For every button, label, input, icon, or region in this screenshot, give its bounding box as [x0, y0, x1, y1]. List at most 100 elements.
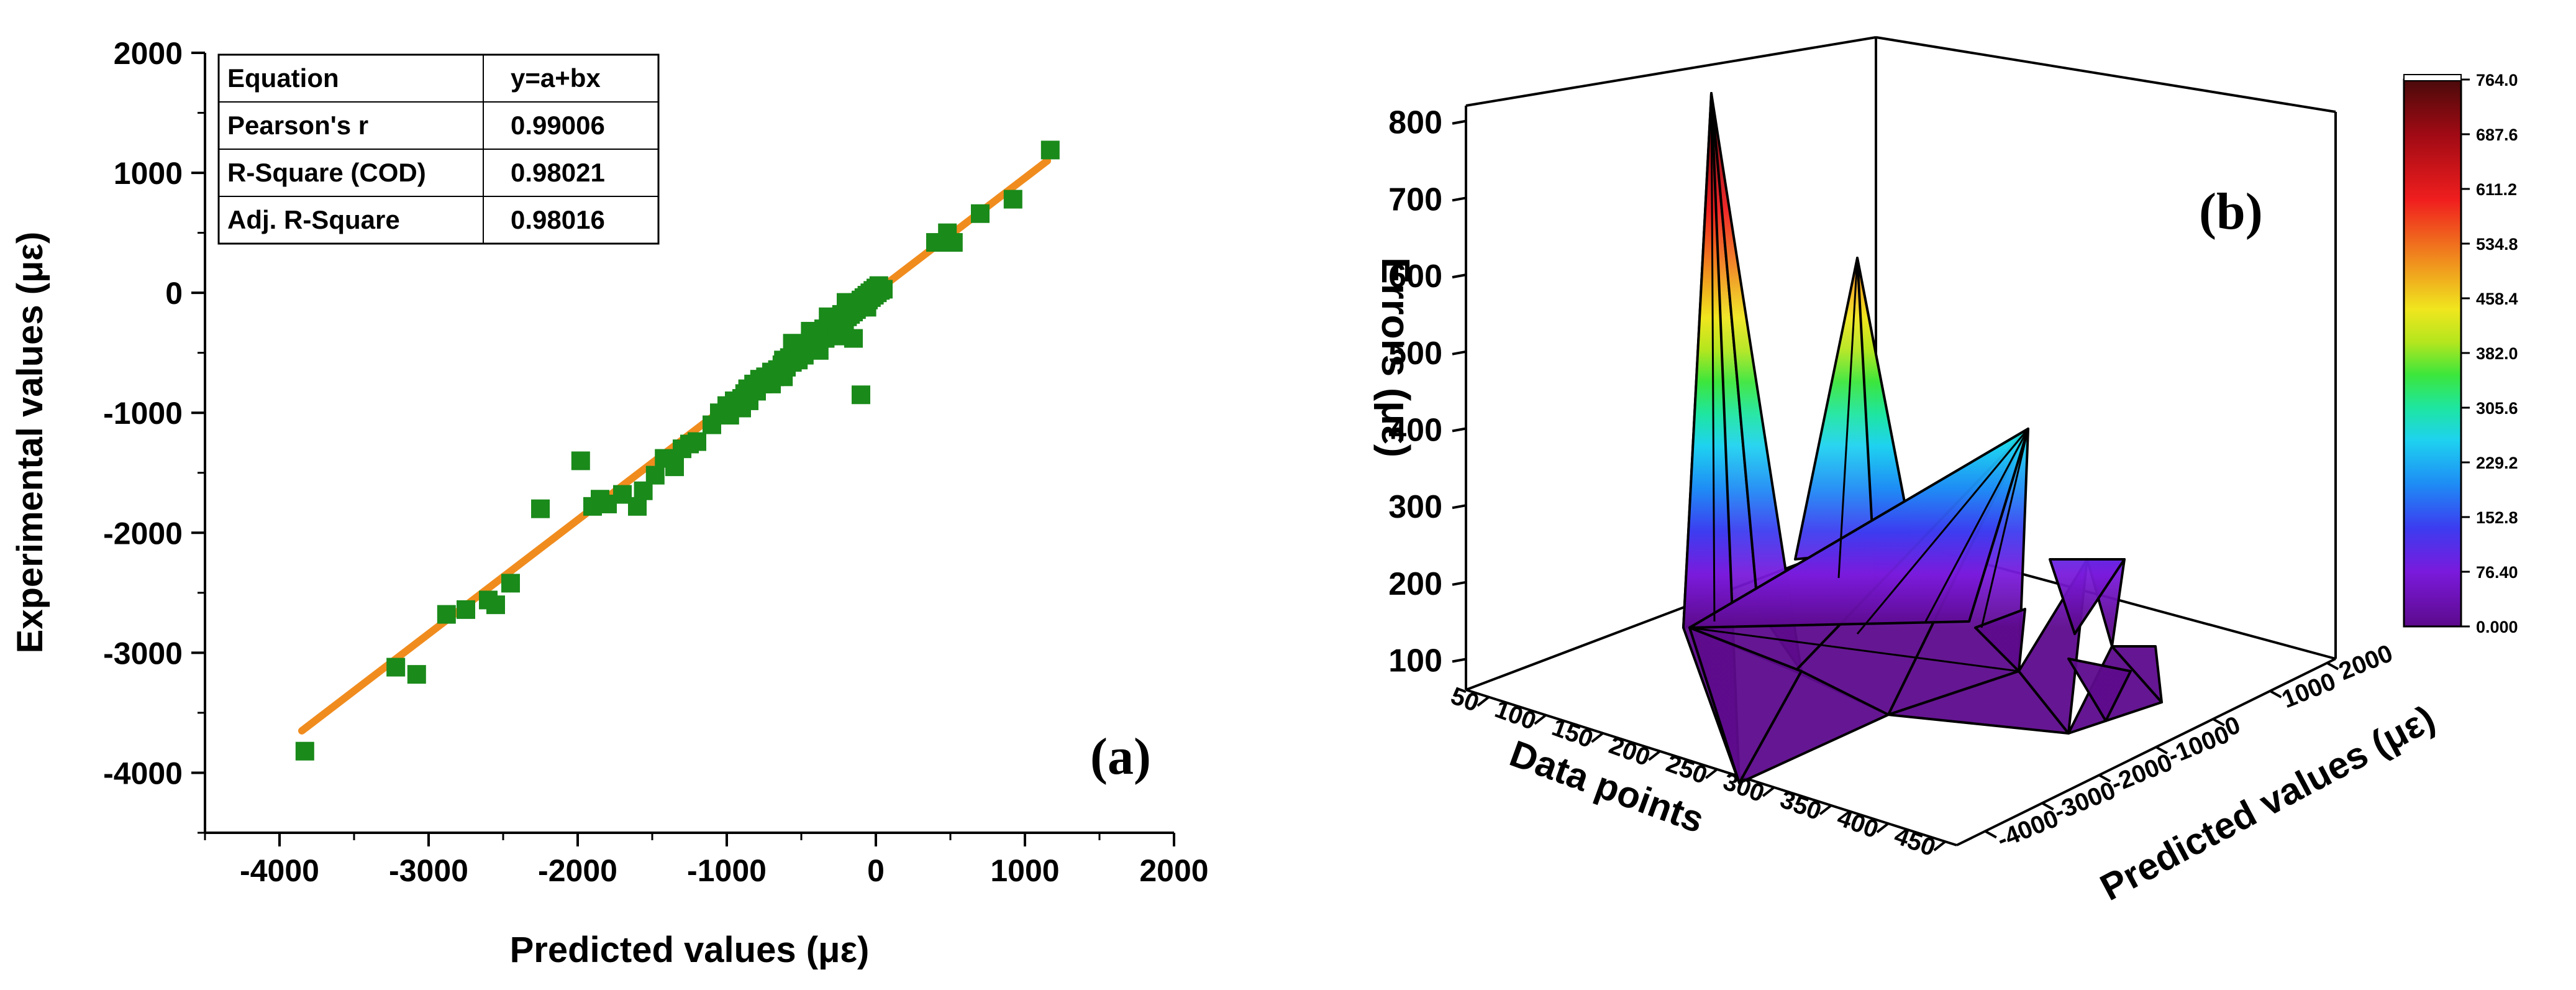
scatter-point — [1003, 190, 1022, 209]
x-tick-b — [1534, 714, 1547, 725]
scatter-point — [801, 321, 820, 341]
scatter-point — [386, 658, 406, 677]
scatter-point — [457, 600, 475, 619]
x-axis-title-b: Data points — [1504, 732, 1709, 841]
surface-facet — [1738, 670, 1890, 784]
scatter-chart-a: -4000 -3000 -2000 -1000 0 1000 2000 -4000 -3000 -… — [10, 36, 1209, 970]
wall-edge-top — [1465, 36, 1877, 107]
z-tick-b — [1452, 273, 1467, 279]
panel-label-a: (a) — [1090, 728, 1151, 786]
x-axis-title-a: Predicted values (με) — [510, 930, 870, 970]
stats-value-pearson: 0.99006 — [511, 111, 605, 140]
y-axis-title-b: Predicted values (με) — [2093, 697, 2441, 909]
scatter-point — [1040, 140, 1060, 160]
stats-value-rsquare: 0.98021 — [511, 158, 605, 187]
floor-edge-front-x — [1465, 689, 1957, 846]
stats-value-equation: y=a+bx — [511, 63, 601, 93]
colorbar-tick-label: 305.6 — [2476, 399, 2518, 418]
y-tick-label-a: -2000 — [103, 516, 183, 551]
z-tick-label-b: 700 — [1388, 181, 1442, 218]
wall-edge-right-top — [1875, 36, 2336, 113]
x-tick-b — [1933, 840, 1946, 851]
scatter-point — [857, 298, 876, 317]
scatter-point — [628, 497, 647, 516]
surface-facet — [1688, 428, 2029, 629]
z-tick-label-b: 100 — [1388, 643, 1442, 679]
surface-facet — [2111, 645, 2163, 704]
stats-table: Equation y=a+bx Pearson's r 0.99006 R-Sq… — [217, 53, 660, 245]
stats-label-pearson: Pearson's r — [227, 111, 368, 140]
colorbar-tick-label: 0.000 — [2476, 618, 2518, 636]
x-tick-label-b: 250 — [1662, 749, 1711, 789]
x-tick-label-a: 2000 — [1139, 853, 1208, 888]
stats-label-adj-rsquare: Adj. R-Square — [227, 205, 400, 234]
x-tick-b — [1819, 804, 1832, 815]
scatter-point — [762, 374, 781, 393]
z-tick-label-b: 800 — [1388, 105, 1442, 141]
colorbar-gradient — [2403, 78, 2462, 628]
y-tick-label-a: 0 — [165, 276, 183, 311]
scatter-point — [486, 595, 505, 615]
z-tick-label-b: 600 — [1388, 259, 1442, 295]
y-tick-b — [2098, 774, 2111, 782]
z-tick-b — [1452, 580, 1467, 586]
x-tick-label-b: 400 — [1834, 804, 1882, 843]
scatter-point — [531, 499, 550, 518]
scatter-point — [665, 457, 684, 477]
y-tick-label-b: -3000 — [2050, 777, 2119, 826]
stats-label-equation: Equation — [227, 63, 339, 93]
scatter-point — [645, 465, 665, 485]
scatter-point — [634, 481, 653, 500]
x-tick-label-b: 450 — [1891, 822, 1939, 861]
y-tick-b — [2269, 690, 2282, 699]
z-tick-label-b: 400 — [1388, 412, 1442, 448]
x-tick-label-a: 0 — [867, 853, 885, 888]
surface-edge — [1837, 257, 1859, 579]
scatter-point — [819, 307, 838, 326]
surface-edge — [1924, 428, 2029, 622]
y-tick-label-b: 1000 — [2278, 667, 2339, 713]
y-tick-label-b: 2000 — [2335, 639, 2396, 685]
x-tick-label-b: 50 — [1447, 682, 1483, 718]
y-tick-label-a: 1000 — [114, 156, 183, 191]
x-tick-b — [1876, 822, 1889, 833]
z-tick-b — [1452, 196, 1467, 202]
colorbar: 764.0 687.6 611.2 534.8 458.4 382.0 305.6 229.2… — [2403, 71, 2518, 636]
panel-label-b: (b) — [2199, 183, 2263, 241]
scatter-point — [852, 385, 870, 405]
scatter-point — [837, 293, 855, 312]
colorbar-tick-label: 382.0 — [2476, 344, 2518, 363]
surface-edge — [1710, 93, 1716, 622]
y-tick-b — [1984, 830, 1997, 839]
scatter-point — [809, 341, 829, 360]
floor-edge-front-y — [1956, 658, 2336, 846]
x-tick-b — [1648, 750, 1661, 761]
colorbar-tick-label: 229.2 — [2476, 454, 2518, 472]
scatter-point — [874, 280, 893, 299]
y-tick-b — [2212, 718, 2225, 726]
y-tick-b — [2041, 802, 2054, 811]
x-tick-b — [1591, 732, 1604, 743]
scatter-point — [944, 233, 963, 252]
y-tick-b — [2155, 746, 2169, 754]
x-tick-label-b: 100 — [1491, 695, 1540, 735]
z-tick-label-b: 300 — [1388, 489, 1442, 525]
y-tick-label-a: -4000 — [103, 756, 183, 791]
z-tick-b — [1452, 427, 1467, 433]
scatter-point — [688, 432, 706, 451]
error-surface — [1682, 92, 2163, 784]
x-tick-label-b: 350 — [1777, 786, 1825, 825]
stats-value-adj-rsquare: 0.98016 — [511, 205, 605, 234]
x-tick-label-a: -2000 — [538, 853, 617, 888]
x-tick-b — [1704, 768, 1718, 779]
colorbar-tick-label: 534.8 — [2476, 235, 2518, 254]
x-tick-b — [1762, 786, 1775, 797]
z-tick-b — [1452, 119, 1467, 125]
y-tick-label-a: 2000 — [114, 36, 183, 71]
y-tick-label-b: -4000 — [1993, 805, 2062, 854]
z-tick-b — [1452, 350, 1467, 355]
scatter-point — [407, 665, 426, 684]
x-tick-b — [1477, 696, 1490, 707]
